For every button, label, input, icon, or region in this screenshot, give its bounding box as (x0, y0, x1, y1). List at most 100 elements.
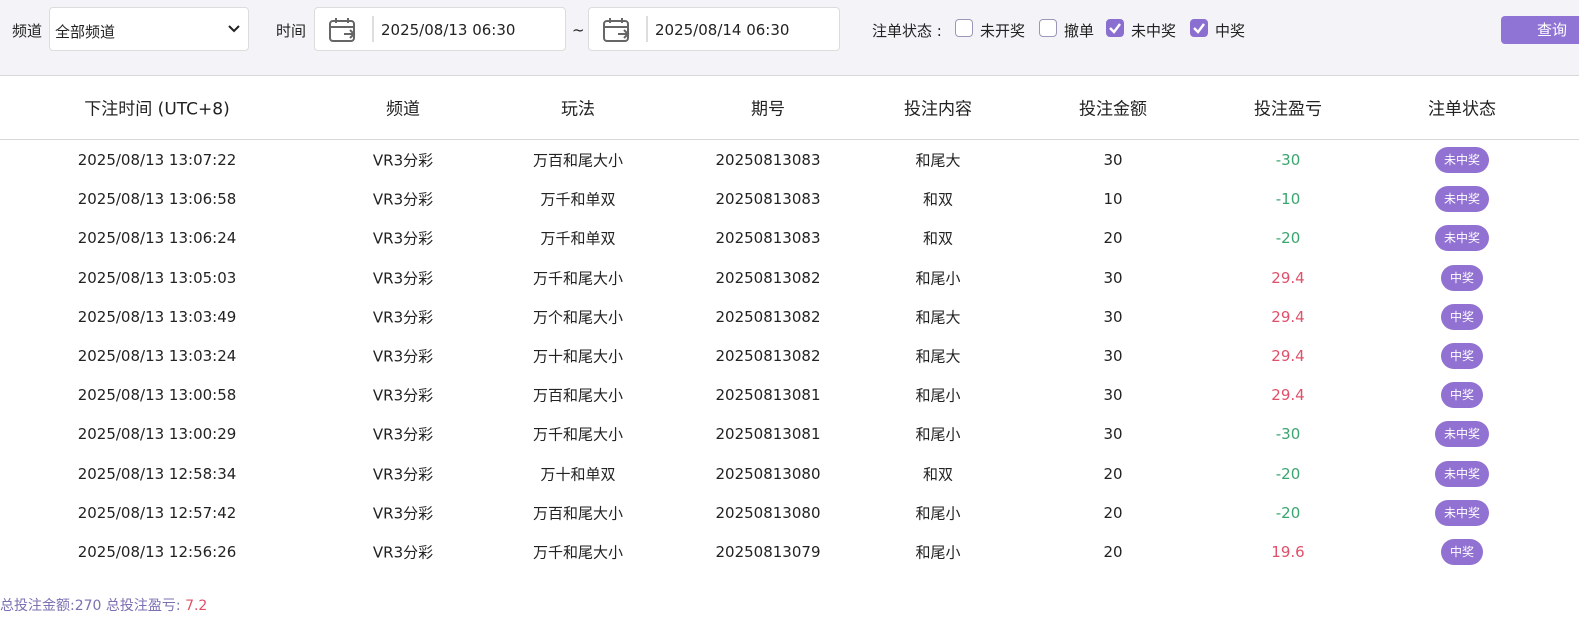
table-cell: VR3分彩 (372, 269, 434, 288)
table-cell: 万百和尾大小 (532, 504, 624, 523)
table-cell: 20250813080 (715, 464, 821, 483)
select[interactable]: 全部频道 (49, 7, 249, 51)
calendar-icon (329, 18, 356, 42)
query-button[interactable]: 查询 (1501, 16, 1579, 44)
date-input[interactable]: 2025/08/13 06:30 (314, 7, 566, 51)
table-cell: VR3分彩 (372, 386, 434, 405)
table-cell: 20250813082 (715, 347, 821, 365)
footer: 总投注金额:270 总投注盈亏: 7.2 (0, 595, 207, 615)
divider (372, 16, 374, 42)
column-header: 注单状态 (1428, 99, 1496, 120)
table-cell: 2025/08/13 13:03:24 (77, 347, 237, 365)
table-cell: 20250813082 (715, 307, 821, 326)
table-cell: VR3分彩 (372, 151, 434, 170)
divider (646, 16, 648, 42)
table-cell: 和尾大 (915, 347, 961, 366)
date-input[interactable]: 2025/08/14 06:30 (588, 7, 840, 51)
table-cell: 万千和单双 (540, 229, 616, 248)
checkbox[interactable] (1190, 19, 1208, 37)
table-cell: 万千和尾大小 (532, 543, 624, 562)
checkbox-label: 撤单 (1064, 22, 1095, 40)
table-cell: 万十和尾大小 (532, 347, 624, 366)
table-cell: 和双 (922, 190, 954, 209)
table-cell: VR3分彩 (372, 465, 434, 484)
table-cell: 2025/08/13 13:06:24 (77, 229, 237, 248)
table-cell: 万百和尾大小 (532, 151, 624, 170)
table-cell: VR3分彩 (372, 308, 434, 327)
status-badge: 中奖 (1440, 343, 1484, 369)
table-cell: 2025/08/13 13:00:29 (77, 425, 237, 444)
profit-cell: 29.4 (1271, 347, 1305, 365)
table-cell: VR3分彩 (372, 347, 434, 366)
profit-cell: -10 (1275, 190, 1301, 209)
table-cell: 2025/08/13 13:06:58 (77, 190, 237, 209)
table-cell: 30 (1103, 307, 1123, 326)
table-cell: 20250813080 (715, 503, 821, 522)
table-cell: 和双 (922, 465, 954, 484)
profit-cell: -20 (1275, 503, 1301, 522)
table-cell: 和尾小 (915, 425, 961, 444)
column-header: 玩法 (561, 99, 595, 120)
checkbox[interactable] (1039, 19, 1057, 37)
table-cell: 20250813082 (715, 268, 821, 287)
profit-cell: 19.6 (1271, 543, 1305, 561)
profit-cell: -30 (1275, 425, 1301, 444)
status-badge: 中奖 (1440, 303, 1484, 330)
table-cell: 万十和单双 (540, 465, 616, 484)
profit-cell: -20 (1275, 229, 1301, 248)
table-cell: 20 (1103, 229, 1123, 248)
table-cell: 2025/08/13 12:56:26 (77, 543, 237, 561)
label: 时间 (276, 22, 307, 40)
table-cell: 30 (1103, 151, 1123, 169)
table-cell: 20250813083 (715, 151, 821, 169)
table-cell: 20250813081 (715, 425, 821, 444)
profit-cell: 29.4 (1271, 386, 1305, 405)
profit-cell: 29.4 (1271, 307, 1305, 326)
check-mark (1193, 23, 1205, 34)
table-cell: 10 (1103, 190, 1123, 209)
footer-value: 7.2 (185, 598, 208, 614)
table-cell: 20250813079 (715, 543, 821, 561)
status-badge: 未中奖 (1434, 225, 1490, 252)
separator: ~ (572, 21, 585, 39)
checkbox[interactable] (955, 19, 973, 37)
profit-cell: -20 (1275, 464, 1301, 483)
table-cell: 20 (1103, 543, 1123, 561)
table-cell: 20250813081 (715, 386, 821, 405)
table-cell: VR3分彩 (372, 229, 434, 248)
checkbox[interactable] (1106, 19, 1124, 37)
table-cell: VR3分彩 (372, 425, 434, 444)
table-cell: 万千和尾大小 (532, 269, 624, 288)
checkbox-label: 未中奖 (1131, 22, 1177, 40)
table-cell: 2025/08/13 13:03:49 (77, 307, 237, 326)
status-badge: 中奖 (1440, 264, 1484, 291)
checkbox-label: 中奖 (1215, 22, 1246, 40)
table-cell: 20 (1103, 464, 1123, 483)
table-cell: 2025/08/13 13:07:22 (77, 151, 237, 169)
column-header: 下注时间 (UTC+8) (84, 99, 230, 120)
column-header: 频道 (386, 99, 420, 120)
table-cell: 和尾大 (915, 151, 961, 170)
footer-label: 总投注盈亏: (105, 598, 181, 614)
label: 注单状态 : (872, 22, 942, 40)
table-cell: 30 (1103, 386, 1123, 405)
table-cell: 万个和尾大小 (532, 308, 624, 327)
status-badge: 未中奖 (1434, 421, 1490, 448)
chevron (228, 25, 240, 33)
table-cell: VR3分彩 (372, 504, 434, 523)
check-mark (1109, 23, 1121, 34)
status-badge: 中奖 (1440, 382, 1484, 409)
table-cell: 2025/08/13 12:58:34 (77, 464, 237, 483)
date-value: 2025/08/14 06:30 (655, 21, 790, 39)
table-cell: 和尾小 (915, 386, 961, 405)
table-cell: VR3分彩 (372, 190, 434, 209)
column-header: 投注内容 (904, 99, 972, 120)
table-cell: 2025/08/13 13:00:58 (77, 386, 237, 405)
table-cell: 万千和单双 (540, 190, 616, 209)
table-cell: 30 (1103, 268, 1123, 287)
table-cell: VR3分彩 (372, 543, 434, 562)
table-cell: 20250813083 (715, 190, 821, 209)
date-value: 2025/08/13 06:30 (381, 21, 516, 39)
table-cell: 万百和尾大小 (532, 386, 624, 405)
